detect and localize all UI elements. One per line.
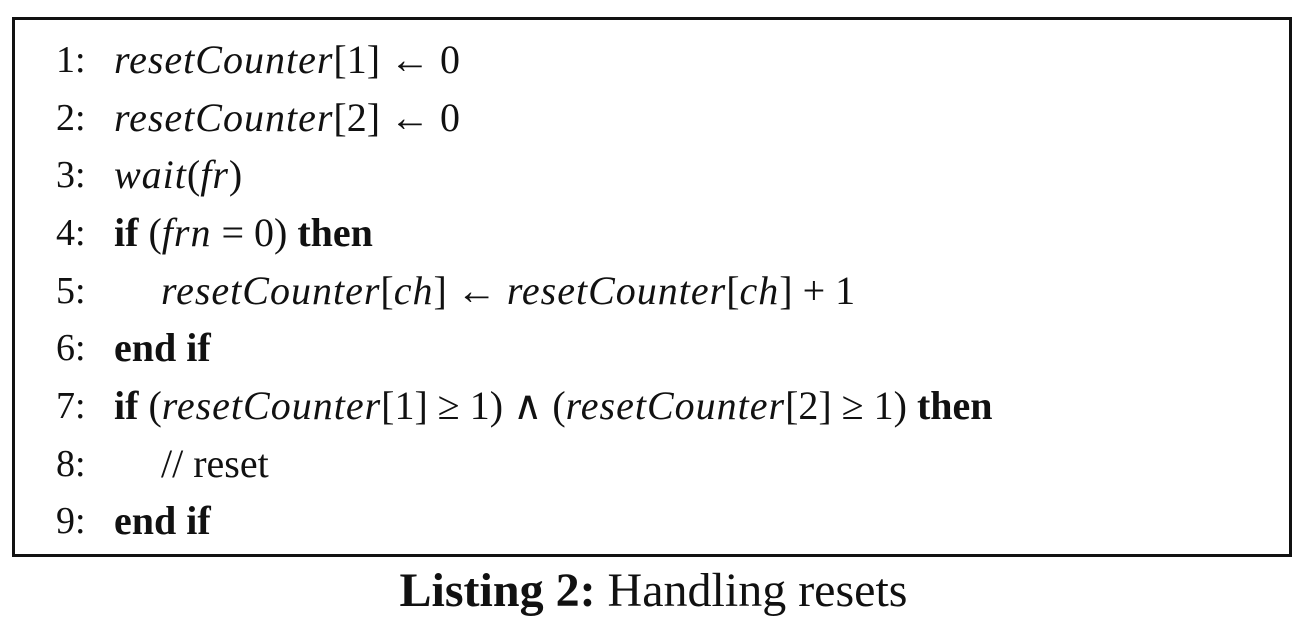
caption-label: Listing 2: <box>399 564 596 617</box>
line-number: 6: <box>56 327 86 369</box>
line-number: 5: <box>56 270 86 312</box>
code-token: [2] ≥ 1) <box>785 383 917 428</box>
line-content: // reset <box>161 436 269 492</box>
line-number: 7: <box>56 385 86 427</box>
listing-box: 1: resetCounter[1] ← 0 2: resetCounter[2… <box>12 17 1292 557</box>
code-token: fr <box>200 152 229 197</box>
code-token: ch <box>393 268 434 313</box>
line-content: resetCounter[1] ← 0 <box>114 32 460 88</box>
line-content: if (resetCounter[1] ≥ 1) ∧ (resetCounter… <box>114 378 993 434</box>
keyword: if <box>114 210 139 255</box>
keyword: if <box>114 383 139 428</box>
code-token: ( <box>138 383 162 428</box>
code-token: [1] ← 0 <box>333 37 461 82</box>
code-token: [ <box>726 268 740 313</box>
code-token: resetCounter <box>161 268 381 313</box>
code-token: frn <box>161 210 212 255</box>
code-token: = 0) <box>211 210 298 255</box>
code-token: ] ← <box>433 268 507 313</box>
caption-text: Handling resets <box>607 564 908 617</box>
code-token: resetCounter <box>114 95 334 140</box>
keyword: then <box>297 210 373 255</box>
line-content: end if <box>114 320 211 376</box>
line-number: 2: <box>56 97 86 139</box>
line-content: wait(fr) <box>114 147 242 203</box>
code-token: resetCounter <box>161 383 382 428</box>
line-content: end if <box>114 493 211 549</box>
code-token: ) <box>228 152 243 197</box>
listing-caption: Listing 2: Handling resets <box>0 562 1307 620</box>
line-number: 1: <box>56 39 86 81</box>
code-token: [2] ← 0 <box>333 95 461 140</box>
line-content: resetCounter[ch] ← resetCounter[ch] + 1 <box>161 263 855 319</box>
line-number: 8: <box>56 443 86 485</box>
code-token: [ <box>380 268 394 313</box>
line-number: 4: <box>56 212 86 254</box>
keyword: then <box>916 383 993 428</box>
line-content: resetCounter[2] ← 0 <box>114 90 460 146</box>
comment: // reset <box>161 441 269 486</box>
keyword: end if <box>114 498 211 543</box>
line-number: 9: <box>56 500 86 542</box>
code-token: resetCounter <box>506 268 727 313</box>
code-token: ( <box>138 210 162 255</box>
code-token: [1] ≥ 1) ∧ ( <box>381 383 566 428</box>
code-token: wait <box>114 152 187 197</box>
code-token: ( <box>186 152 201 197</box>
code-token: resetCounter <box>114 37 334 82</box>
code-token: ] + 1 <box>779 268 856 313</box>
code-token: ch <box>739 268 780 313</box>
keyword: end if <box>114 325 211 370</box>
line-content: if (frn = 0) then <box>114 205 373 261</box>
code-token: resetCounter <box>565 383 786 428</box>
line-number: 3: <box>56 154 86 196</box>
